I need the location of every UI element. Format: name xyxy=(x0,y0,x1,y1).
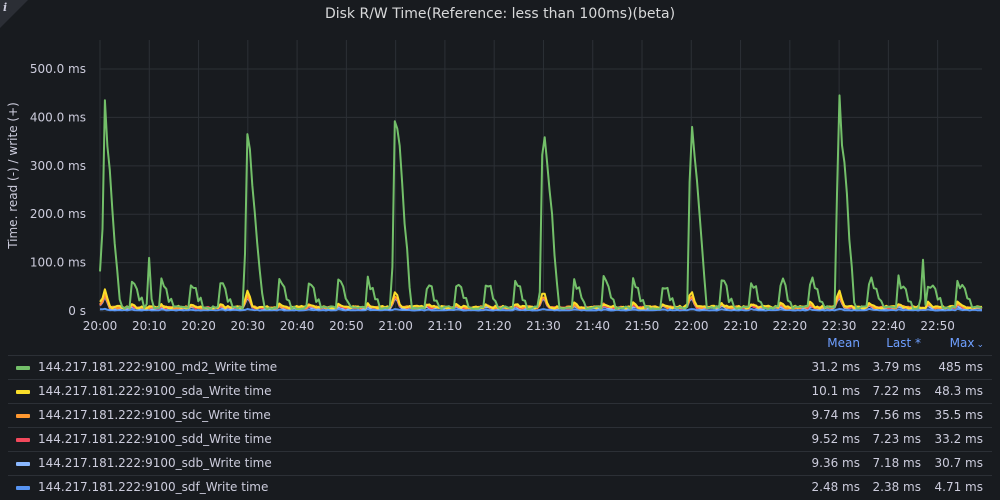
legend-mean-value: 9.36 ms xyxy=(811,456,860,470)
x-tick-label: 22:20 xyxy=(773,319,808,333)
legend-series-name[interactable]: 144.217.181.222:9100_md2_Write time xyxy=(38,360,278,374)
legend-row[interactable]: 144.217.181.222:9100_md2_Write time 31.2 … xyxy=(8,355,992,379)
legend-header-max[interactable]: Max ⌄ xyxy=(950,336,984,350)
x-tick-label: 22:00 xyxy=(674,319,709,333)
legend-color-swatch[interactable] xyxy=(16,486,30,490)
legend-row[interactable]: 144.217.181.222:9100_sdc_Write time 9.74 … xyxy=(8,403,992,427)
legend-header-last[interactable]: Last * xyxy=(886,336,921,350)
legend-max-value: 4.71 ms xyxy=(934,480,983,494)
legend-series-name[interactable]: 144.217.181.222:9100_sda_Write time xyxy=(38,384,272,398)
y-tick-label: 500.0 ms xyxy=(30,62,86,76)
x-tick-label: 20:00 xyxy=(83,319,118,333)
x-tick-label: 20:30 xyxy=(231,319,266,333)
legend-table: 144.217.181.222:9100_md2_Write time 31.2 … xyxy=(8,355,992,500)
x-tick-label: 20:20 xyxy=(181,319,216,333)
legend-last-value: 3.79 ms xyxy=(872,360,921,374)
legend-max-value: 30.7 ms xyxy=(934,456,983,470)
legend-series-name[interactable]: 144.217.181.222:9100_sdc_Write time xyxy=(38,408,271,422)
panel-info-corner[interactable] xyxy=(0,0,28,28)
x-tick-label: 20:50 xyxy=(329,319,364,333)
panel-title[interactable]: Disk R/W Time(Reference: less than 100ms… xyxy=(324,6,676,22)
legend-last-value: 2.38 ms xyxy=(872,480,921,494)
legend-mean-value: 9.74 ms xyxy=(811,408,860,422)
legend-last-value: 7.18 ms xyxy=(872,456,921,470)
legend-max-value: 48.3 ms xyxy=(934,384,983,398)
legend-row[interactable]: 144.217.181.222:9100_sdb_Write time 9.36 … xyxy=(8,451,992,475)
x-tick-label: 21:30 xyxy=(526,319,561,333)
legend-mean-value: 9.52 ms xyxy=(811,432,860,446)
legend-row[interactable]: 144.217.181.222:9100_sda_Write time 10.1 … xyxy=(8,379,992,403)
legend-series-name[interactable]: 144.217.181.222:9100_sdb_Write time xyxy=(38,456,272,470)
legend-last-value: 7.23 ms xyxy=(872,432,921,446)
y-tick-label: 100.0 ms xyxy=(30,256,86,270)
x-tick-label: 22:10 xyxy=(723,319,758,333)
legend-mean-value: 2.48 ms xyxy=(811,480,860,494)
x-tick-label: 22:40 xyxy=(871,319,906,333)
info-icon[interactable]: i xyxy=(3,1,8,14)
x-tick-label: 22:30 xyxy=(822,319,857,333)
series-line-0 xyxy=(99,94,983,310)
legend-max-value: 33.2 ms xyxy=(934,432,983,446)
legend-color-swatch[interactable] xyxy=(16,438,30,442)
legend-color-swatch[interactable] xyxy=(16,462,30,466)
x-tick-label: 21:50 xyxy=(625,319,660,333)
legend-row[interactable]: 144.217.181.222:9100_sdd_Write time 9.52 … xyxy=(8,427,992,451)
y-tick-label: 0 s xyxy=(68,304,86,318)
legend-header: Mean Last * Max ⌄ xyxy=(0,336,1000,354)
legend-mean-value: 31.2 ms xyxy=(811,360,860,374)
y-tick-label: 200.0 ms xyxy=(30,207,86,221)
y-tick-label: 400.0 ms xyxy=(30,110,86,124)
legend-row[interactable]: 144.217.181.222:9100_sdf_Write time 2.48 … xyxy=(8,475,992,499)
legend-color-swatch[interactable] xyxy=(16,390,30,394)
legend-series-name[interactable]: 144.217.181.222:9100_sdd_Write time xyxy=(38,432,272,446)
legend-max-value: 35.5 ms xyxy=(934,408,983,422)
chevron-down-icon: ⌄ xyxy=(976,340,984,350)
line-chart[interactable]: 0 s 100.0 ms 200.0 ms 300.0 ms 400.0 ms 500.0… xyxy=(0,0,1000,335)
y-tick-label: 300.0 ms xyxy=(30,159,86,173)
legend-header-max-label: Max xyxy=(949,336,975,350)
legend-color-swatch[interactable] xyxy=(16,414,30,418)
legend-header-mean[interactable]: Mean xyxy=(827,336,860,350)
x-tick-label: 21:40 xyxy=(575,319,610,333)
y-axis-label: Time. read (-) / write (+) xyxy=(6,102,20,250)
x-tick-label: 21:10 xyxy=(428,319,463,333)
series-line-5 xyxy=(99,307,983,312)
legend-series-name[interactable]: 144.217.181.222:9100_sdf_Write time xyxy=(38,480,269,494)
legend-last-value: 7.56 ms xyxy=(872,408,921,422)
x-tick-label: 20:10 xyxy=(132,319,167,333)
legend-last-value: 7.22 ms xyxy=(872,384,921,398)
x-tick-label: 21:20 xyxy=(477,319,512,333)
legend-max-value: 485 ms xyxy=(938,360,983,374)
legend-color-swatch[interactable] xyxy=(16,366,30,370)
x-tick-label: 21:00 xyxy=(378,319,413,333)
x-tick-label: 20:40 xyxy=(280,319,315,333)
legend-mean-value: 10.1 ms xyxy=(811,384,860,398)
x-tick-label: 22:50 xyxy=(920,319,955,333)
